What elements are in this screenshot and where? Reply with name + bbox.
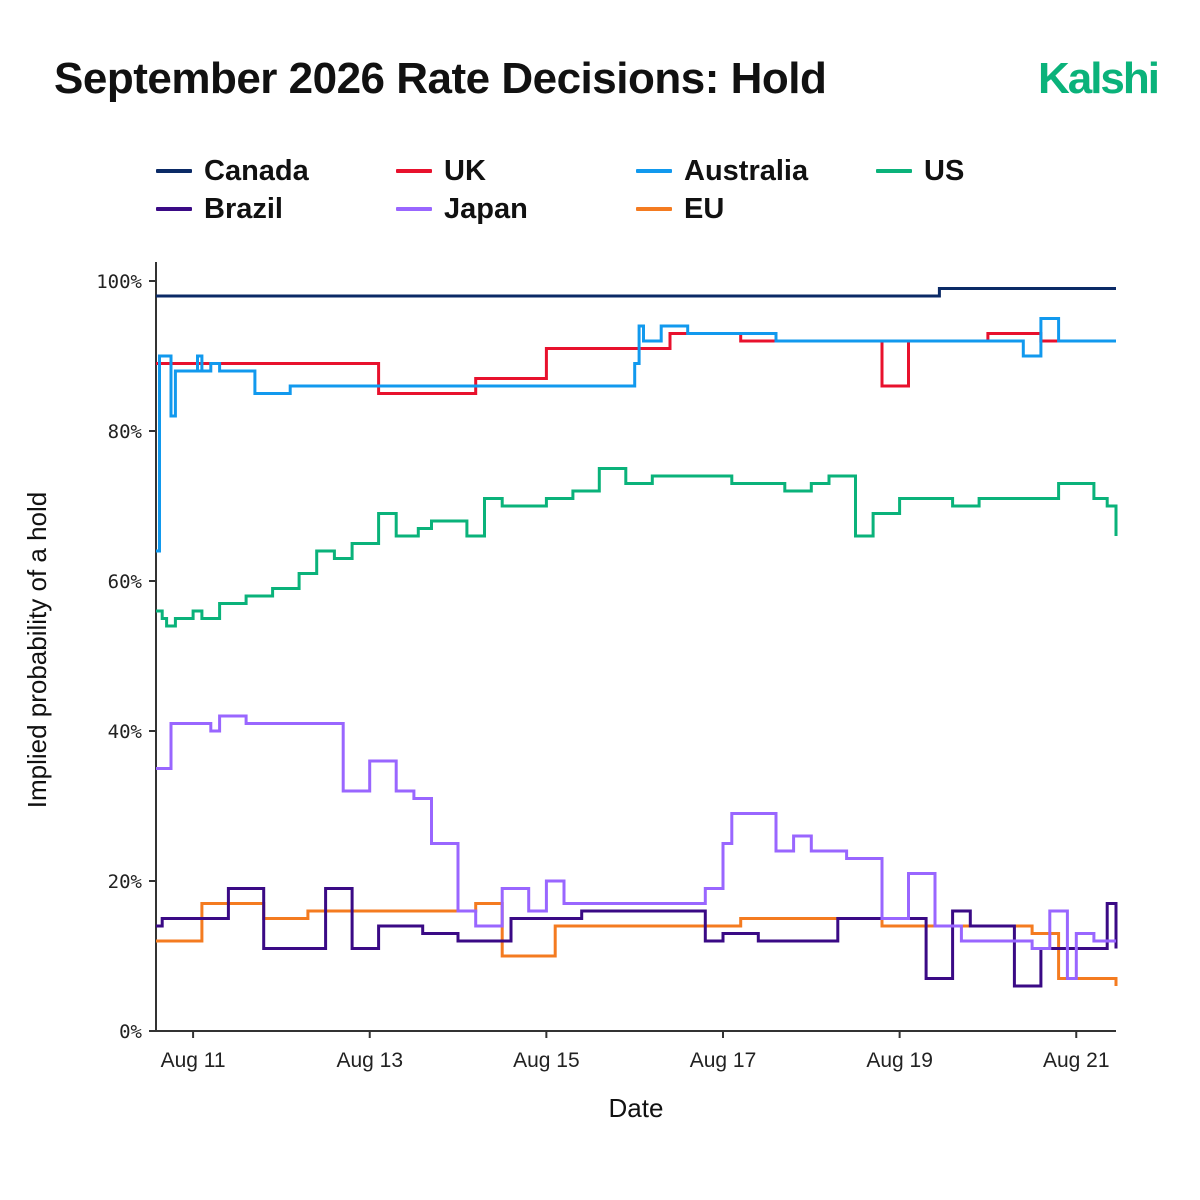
chart-legend: Canada UK Australia US Brazil Japan EU [156, 152, 1116, 232]
series-line-brazil [156, 887, 1118, 988]
legend-swatch [636, 207, 672, 211]
legend-label: US [924, 154, 965, 187]
legend-swatch [156, 169, 192, 173]
x-tick-label: Aug 21 [1043, 1049, 1110, 1072]
y-tick-label: 100% [96, 271, 142, 293]
legend-swatch [396, 207, 432, 211]
legend-item-japan: Japan [396, 190, 528, 228]
x-tick-label: Aug 11 [161, 1049, 226, 1072]
x-tick-label: Aug 17 [690, 1049, 757, 1072]
legend-label: EU [684, 192, 725, 225]
series-line-us [156, 467, 1118, 628]
legend-swatch [636, 169, 672, 173]
legend-swatch [156, 207, 192, 211]
chart-title: September 2026 Rate Decisions: Hold [54, 54, 827, 103]
legend-swatch [396, 169, 432, 173]
legend-item-canada: Canada [156, 152, 309, 190]
series-line-canada [156, 287, 1116, 298]
x-tick-label: Aug 19 [866, 1049, 933, 1072]
legend-label: Australia [684, 154, 809, 187]
kalshi-logo: Kalshi [1037, 54, 1160, 103]
x-tick-label: Aug 13 [336, 1049, 403, 1072]
legend-item-australia: Australia [636, 152, 808, 190]
legend-item-uk: UK [396, 152, 486, 190]
y-axis-title: Implied probability of a hold [22, 492, 52, 809]
series-line-japan [156, 714, 1116, 980]
legend-item-brazil: Brazil [156, 190, 283, 228]
series-line-australia [156, 317, 1116, 553]
y-tick-label: 20% [108, 871, 143, 893]
x-tick-label: Aug 15 [513, 1049, 580, 1072]
legend-swatch [876, 169, 912, 173]
series-line-eu [156, 902, 1118, 986]
legend-label: Canada [204, 154, 309, 187]
legend-label: Japan [444, 192, 528, 225]
legend-item-eu: EU [636, 190, 724, 228]
y-tick-label: 80% [108, 421, 143, 443]
y-tick-label: 40% [108, 721, 143, 743]
legend-label: UK [444, 154, 486, 187]
y-tick-label: 0% [119, 1021, 142, 1043]
legend-label: Brazil [204, 192, 283, 225]
x-axis-title: Date [609, 1093, 664, 1123]
legend-item-us: US [876, 152, 964, 190]
y-tick-label: 60% [108, 571, 143, 593]
